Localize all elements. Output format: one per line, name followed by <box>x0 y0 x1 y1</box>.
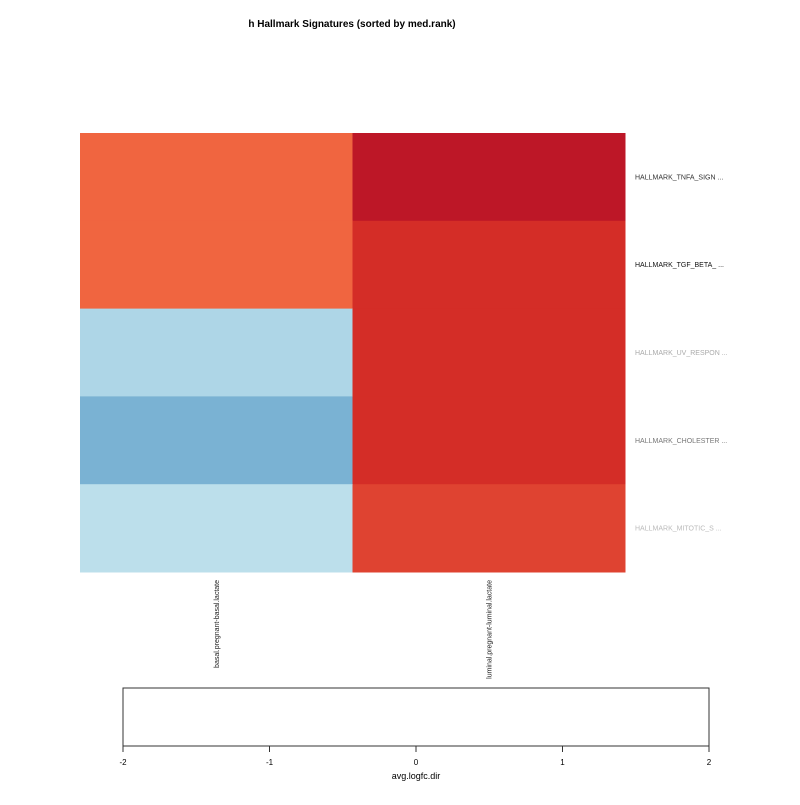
heatmap-cell <box>80 396 353 485</box>
heatmap-cell <box>80 484 353 573</box>
chart-title: h Hallmark Signatures (sorted by med.ran… <box>248 19 455 30</box>
heatmap-cell <box>352 133 626 222</box>
heatmap-cell <box>80 133 353 222</box>
legend-axis-label: avg.logfc.dir <box>392 771 441 781</box>
heatmap-cell <box>80 308 353 397</box>
legend-tick-label: 1 <box>560 758 565 767</box>
row-label: HALLMARK_MITOTIC_S ... <box>635 526 722 533</box>
legend-tick-label: 0 <box>414 758 419 767</box>
heatmap-cell <box>352 220 626 310</box>
row-label: HALLMARK_TGF_BETA_ ... <box>635 262 724 269</box>
row-label: HALLMARK_CHOLESTER ... <box>635 438 727 445</box>
legend-box <box>122 687 710 747</box>
legend-tick-label: 2 <box>707 758 712 767</box>
legend-tick-label: -2 <box>119 758 127 767</box>
heatmap-cell <box>352 396 626 485</box>
heatmap-cell <box>352 308 626 397</box>
row-label: HALLMARK_UV_RESPON ... <box>635 350 728 357</box>
column-label: luminal.pregnant-luminal.lactate <box>486 580 493 679</box>
heatmap-cell <box>80 220 353 310</box>
legend-tick-label: -1 <box>266 758 274 767</box>
row-label: HALLMARK_TNFA_SIGN ... <box>635 174 723 181</box>
heatmap-cell <box>352 484 626 573</box>
column-label: basal.pregnant-basal.lactate <box>214 580 221 668</box>
